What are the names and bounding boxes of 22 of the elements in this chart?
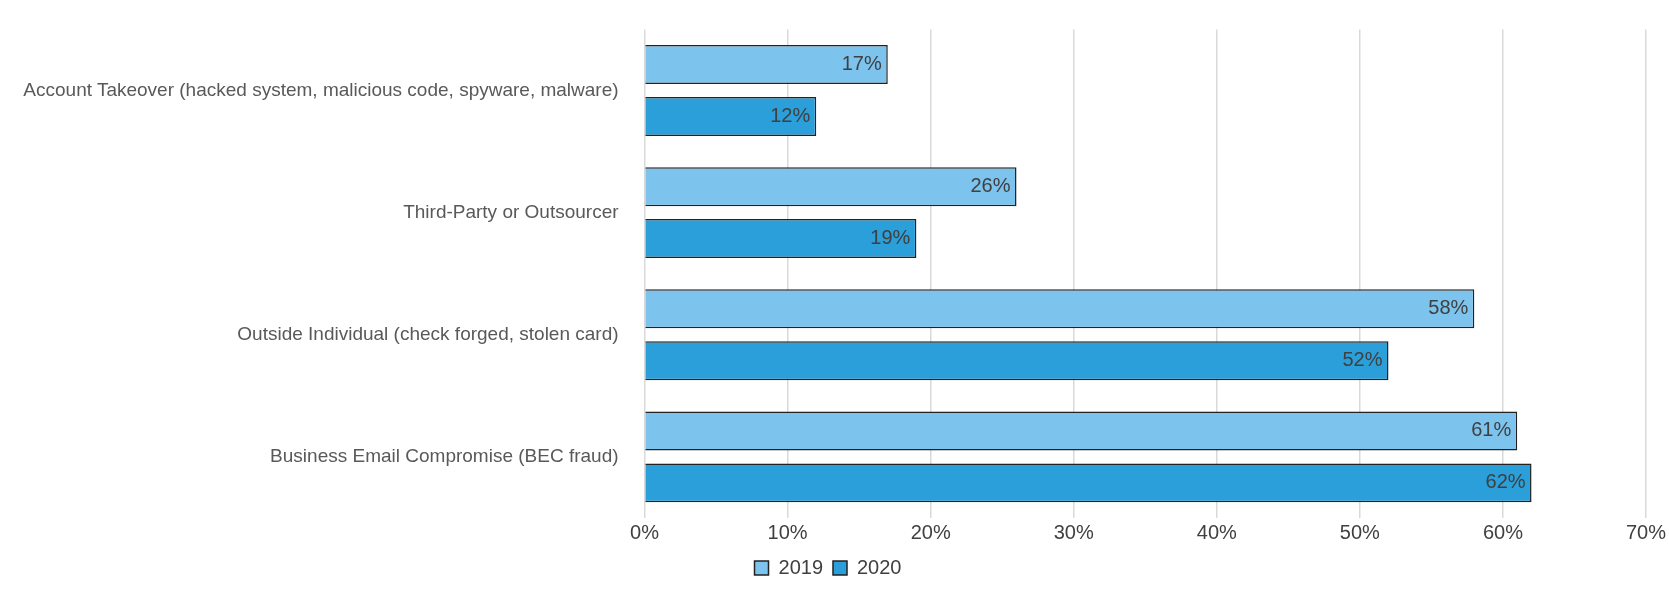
y-tick-label: Account Takeover (hacked system, malicious code, spyware, malware) <box>23 78 619 100</box>
x-tick-label: 0% <box>630 520 660 543</box>
data-label: 17% <box>841 52 882 75</box>
x-tick-label: 60% <box>1482 520 1524 543</box>
x-tick-label: 30% <box>1053 520 1094 543</box>
data-label: 58% <box>1428 296 1469 319</box>
y-tick-label: Business Email Compromise (BEC fraud) <box>270 445 619 467</box>
data-label: 62% <box>1485 470 1526 493</box>
y-tick-label: Outside Individual (check forged, stolen card) <box>237 323 619 345</box>
data-label: 26% <box>970 174 1011 197</box>
legend-label: 2019 <box>778 555 824 578</box>
data-label: 19% <box>870 226 911 249</box>
x-tick-label: 50% <box>1339 520 1381 543</box>
legend-label: 2020 <box>857 555 902 578</box>
data-label: 61% <box>1471 418 1512 441</box>
y-tick-label: Third-Party or Outsourcer <box>403 200 620 222</box>
x-tick-label: 10% <box>767 520 808 543</box>
x-tick-label: 20% <box>910 520 951 543</box>
x-tick-label: 70% <box>1625 520 1667 543</box>
data-label: 12% <box>770 103 811 126</box>
data-label: 52% <box>1342 348 1383 371</box>
x-tick-label: 40% <box>1196 520 1238 543</box>
